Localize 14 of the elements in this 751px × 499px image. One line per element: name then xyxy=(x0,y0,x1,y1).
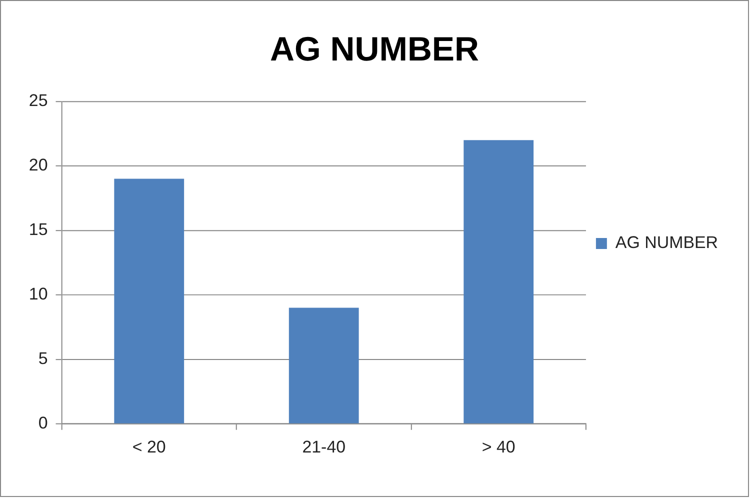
bar xyxy=(288,308,359,424)
y-tick-label: 5 xyxy=(38,349,48,368)
y-tick-label: 20 xyxy=(28,156,48,175)
y-tick-label: 15 xyxy=(28,220,48,240)
x-tick-label: 21-40 xyxy=(302,438,346,457)
x-tick-label: > 40 xyxy=(482,438,516,457)
legend-label: AG NUMBER xyxy=(615,233,718,252)
y-tick-label: 10 xyxy=(28,284,48,304)
x-tick-label: < 20 xyxy=(132,438,166,457)
chart-title: AG NUMBER xyxy=(270,30,480,69)
y-tick-label: 0 xyxy=(38,414,48,433)
y-tick-label: 25 xyxy=(28,91,48,110)
bar xyxy=(114,178,184,424)
bar xyxy=(464,140,534,424)
